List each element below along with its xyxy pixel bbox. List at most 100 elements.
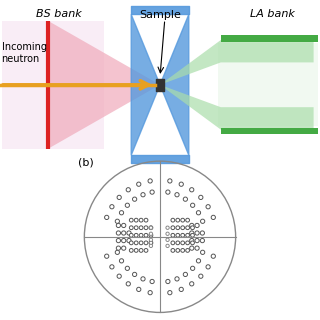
Circle shape (190, 188, 194, 192)
Circle shape (125, 203, 130, 207)
Circle shape (144, 233, 148, 237)
Circle shape (134, 233, 138, 237)
Circle shape (129, 233, 133, 237)
Polygon shape (160, 40, 314, 85)
Circle shape (176, 233, 180, 237)
Polygon shape (160, 14, 189, 155)
Circle shape (200, 231, 204, 235)
Circle shape (149, 226, 153, 229)
Circle shape (132, 197, 137, 201)
Circle shape (176, 241, 180, 245)
Circle shape (191, 233, 195, 237)
Circle shape (195, 238, 199, 243)
Circle shape (129, 249, 133, 252)
Circle shape (125, 266, 130, 270)
Circle shape (119, 259, 124, 263)
Circle shape (186, 233, 189, 237)
Circle shape (181, 218, 185, 222)
Circle shape (190, 246, 194, 250)
Circle shape (186, 226, 189, 230)
Circle shape (149, 226, 153, 230)
Polygon shape (48, 21, 160, 149)
Circle shape (134, 218, 138, 222)
Circle shape (148, 179, 152, 183)
Circle shape (190, 231, 194, 235)
Circle shape (139, 233, 143, 237)
Text: BS bank: BS bank (36, 9, 82, 19)
Circle shape (190, 266, 195, 270)
Circle shape (116, 223, 121, 228)
Circle shape (176, 218, 180, 222)
Circle shape (186, 249, 189, 252)
Circle shape (116, 231, 121, 235)
Circle shape (179, 287, 183, 292)
Circle shape (190, 282, 194, 286)
Circle shape (134, 249, 138, 252)
Circle shape (195, 223, 199, 228)
Circle shape (171, 249, 175, 252)
Circle shape (116, 246, 121, 250)
Circle shape (141, 193, 145, 197)
Circle shape (122, 246, 126, 250)
Circle shape (175, 193, 179, 197)
Circle shape (211, 215, 215, 220)
Circle shape (129, 218, 133, 222)
Circle shape (175, 277, 179, 281)
Circle shape (196, 211, 201, 215)
Text: Incoming
neutron: Incoming neutron (2, 42, 47, 64)
Circle shape (166, 226, 169, 229)
Circle shape (116, 238, 121, 243)
Circle shape (186, 218, 189, 222)
Circle shape (196, 259, 201, 263)
Circle shape (171, 218, 175, 222)
Circle shape (166, 238, 169, 242)
Circle shape (132, 272, 137, 276)
Circle shape (171, 226, 175, 230)
Circle shape (166, 244, 169, 248)
Circle shape (129, 241, 133, 245)
Circle shape (186, 241, 189, 245)
Circle shape (139, 218, 143, 222)
Circle shape (183, 272, 188, 276)
Circle shape (176, 249, 180, 252)
Circle shape (122, 223, 126, 228)
Circle shape (179, 182, 183, 186)
Circle shape (115, 250, 119, 254)
Circle shape (181, 241, 185, 245)
Circle shape (129, 226, 133, 230)
Circle shape (139, 249, 143, 252)
FancyBboxPatch shape (218, 43, 318, 126)
Circle shape (126, 282, 130, 286)
Circle shape (168, 179, 172, 183)
Circle shape (195, 231, 199, 235)
Circle shape (144, 249, 148, 252)
Circle shape (105, 254, 109, 258)
FancyBboxPatch shape (2, 21, 104, 149)
Circle shape (150, 279, 154, 284)
Circle shape (141, 277, 145, 281)
Polygon shape (160, 85, 314, 130)
Circle shape (166, 279, 170, 284)
Text: Sample: Sample (139, 10, 181, 20)
Circle shape (166, 232, 169, 236)
Circle shape (117, 274, 121, 278)
Circle shape (181, 226, 185, 230)
Circle shape (149, 232, 153, 236)
Circle shape (122, 231, 126, 235)
Circle shape (166, 190, 170, 194)
Circle shape (201, 219, 205, 223)
Circle shape (105, 215, 109, 220)
Text: (b): (b) (78, 157, 94, 167)
Circle shape (171, 241, 175, 245)
Circle shape (148, 291, 152, 295)
Circle shape (126, 188, 130, 192)
Circle shape (149, 241, 153, 245)
Circle shape (206, 204, 210, 209)
Circle shape (122, 238, 126, 243)
Circle shape (181, 233, 185, 237)
Circle shape (200, 238, 204, 243)
Circle shape (137, 182, 141, 186)
Circle shape (134, 226, 138, 230)
Circle shape (115, 219, 119, 223)
Text: LA bank: LA bank (250, 9, 294, 19)
